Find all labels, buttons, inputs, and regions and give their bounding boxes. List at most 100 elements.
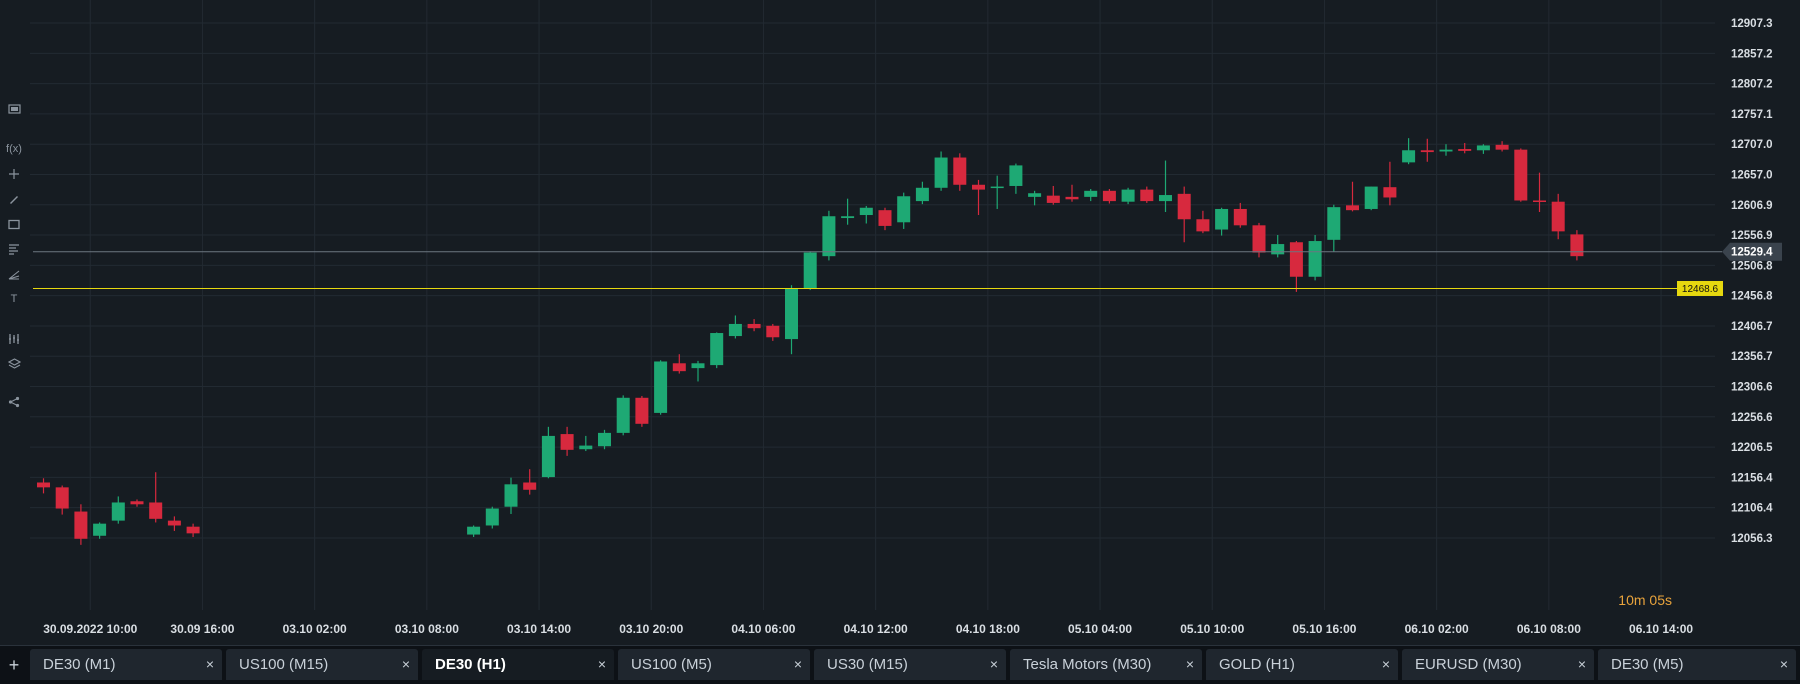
candle-body-up: [897, 196, 911, 223]
price-chart[interactable]: 12907.3 12857.2 12807.2 12757.1 12707.0 12657…: [0, 0, 1800, 645]
y-tick-label: 12356.7: [1731, 351, 1773, 363]
candle-body-up: [841, 216, 855, 219]
chart-tab-bar: + DE30 (M1) × US100 (M15) × DE30 (H1) × US100 …: [0, 645, 1800, 684]
candle-body-down: [1252, 225, 1266, 253]
trend-angle-icon[interactable]: [4, 265, 24, 283]
share-icon[interactable]: [4, 393, 24, 411]
y-tick-label: 12857.2: [1731, 48, 1773, 60]
y-tick-label: 12907.3: [1731, 18, 1773, 30]
candle-body-up: [1159, 195, 1172, 202]
chart-tab[interactable]: US100 (M5) ×: [618, 649, 810, 680]
close-tab-icon[interactable]: ×: [793, 656, 802, 672]
candle-body-down: [1233, 208, 1247, 226]
layers-icon[interactable]: [4, 355, 24, 373]
indicator-icon[interactable]: [4, 330, 24, 348]
candle-body-down: [1420, 150, 1434, 153]
candle-body-down: [560, 434, 574, 450]
candle-body-up: [934, 157, 948, 188]
current-price-marker: [1722, 242, 1782, 261]
x-tick-label: 03.10 08:00: [395, 622, 459, 636]
candle-body-down: [672, 363, 686, 372]
candle-body-down: [747, 323, 761, 329]
y-tick-label: 12757.1: [1731, 109, 1773, 121]
display-icon[interactable]: [4, 100, 24, 118]
candle-body-up: [990, 186, 1004, 189]
candle-body-up: [579, 445, 593, 450]
chart-tab[interactable]: Tesla Motors (M30) ×: [1010, 649, 1202, 680]
candle-body-down: [1383, 187, 1397, 198]
crosshair-icon[interactable]: [4, 165, 24, 183]
x-tick-label: 30.09 16:00: [170, 622, 234, 636]
close-tab-icon[interactable]: ×: [205, 656, 214, 672]
candle-body-up: [1028, 193, 1042, 197]
y-tick-label: 12206.5: [1731, 442, 1773, 454]
x-tick-label: 06.10 08:00: [1517, 622, 1581, 636]
y-tick-label: 12256.6: [1731, 412, 1773, 424]
candle-body-up: [485, 508, 499, 526]
x-tick-label: 03.10 20:00: [619, 622, 683, 636]
chart-tab[interactable]: US30 (M15) ×: [814, 649, 1006, 680]
candlestick-chart[interactable]: 12907.3 12857.2 12807.2 12757.1 12707.0 12657…: [0, 0, 1800, 645]
candle-body-up: [1327, 207, 1341, 240]
close-tab-icon[interactable]: ×: [1577, 656, 1586, 672]
text-icon[interactable]: T: [10, 293, 18, 305]
alert-level-label: 12468.6: [1682, 284, 1719, 295]
fibonacci-icon[interactable]: [4, 240, 24, 258]
candle-body-up: [541, 435, 555, 478]
x-tick-label: 04.10 06:00: [731, 622, 795, 636]
chart-tab-label: EURUSD (M30): [1415, 656, 1522, 673]
close-tab-icon[interactable]: ×: [1185, 656, 1194, 672]
x-tick-label: 05.10 04:00: [1068, 622, 1132, 636]
chart-tab[interactable]: US100 (M15) ×: [226, 649, 418, 680]
chart-tab[interactable]: EURUSD (M30) ×: [1402, 649, 1594, 680]
candle-body-up: [1084, 190, 1098, 197]
candle-body-down: [1346, 205, 1359, 211]
candle-body-up: [111, 502, 125, 521]
close-tab-icon[interactable]: ×: [401, 656, 410, 672]
candle-body-down: [1458, 149, 1472, 151]
chart-tab-label: GOLD (H1): [1219, 656, 1295, 673]
close-tab-icon[interactable]: ×: [597, 656, 606, 672]
y-tick-label: 12306.6: [1731, 382, 1773, 394]
y-tick-label: 12657.0: [1731, 169, 1773, 181]
candle-body-up: [1215, 208, 1229, 230]
rectangle-icon[interactable]: [4, 215, 24, 233]
candle-body-up: [598, 432, 611, 447]
candle-body-down: [972, 184, 985, 190]
candle-body-up: [1439, 149, 1453, 152]
candle-body-down: [953, 157, 967, 185]
add-tab-button[interactable]: +: [8, 654, 20, 675]
candle-body-down: [1046, 195, 1060, 203]
close-tab-icon[interactable]: ×: [1381, 656, 1390, 672]
x-tick-label: 05.10 10:00: [1180, 622, 1244, 636]
y-tick-label: 12807.2: [1731, 79, 1773, 91]
close-tab-icon[interactable]: ×: [989, 656, 998, 672]
candle-body-down: [1140, 189, 1154, 202]
chart-tab-label: US100 (M15): [239, 656, 329, 673]
chart-tab-label: DE30 (M1): [43, 656, 116, 673]
y-tick-label: 12056.3: [1731, 533, 1773, 545]
chart-tab-label: DE30 (H1): [435, 656, 506, 673]
candle-body-down: [1495, 144, 1509, 150]
pencil-icon[interactable]: [4, 190, 24, 208]
close-tab-icon[interactable]: ×: [1779, 656, 1788, 672]
chart-tab-label: US100 (M5): [631, 656, 712, 673]
candle-body-up: [785, 288, 798, 340]
candle-body-down: [149, 502, 163, 519]
x-tick-label: 30.09.2022 10:00: [43, 622, 137, 636]
candle-body-down: [130, 501, 144, 505]
chart-tab[interactable]: DE30 (M5) ×: [1598, 649, 1796, 680]
chart-tab[interactable]: DE30 (H1) ×: [422, 649, 614, 680]
candle-body-up: [467, 526, 481, 535]
candle-body-up: [1308, 241, 1322, 277]
candle-body-up: [1476, 145, 1490, 151]
chart-tab[interactable]: GOLD (H1) ×: [1206, 649, 1398, 680]
x-tick-label: 06.10 14:00: [1629, 622, 1693, 636]
chart-tab-label: Tesla Motors (M30): [1023, 656, 1152, 673]
y-tick-label: 12406.7: [1731, 321, 1773, 333]
candle-body-up: [710, 333, 724, 366]
chart-tab[interactable]: DE30 (M1) ×: [30, 649, 222, 680]
x-tick-label: 03.10 14:00: [507, 622, 571, 636]
candle-timer: 10m 05s: [1618, 592, 1672, 608]
function-icon[interactable]: f(x): [6, 143, 22, 155]
